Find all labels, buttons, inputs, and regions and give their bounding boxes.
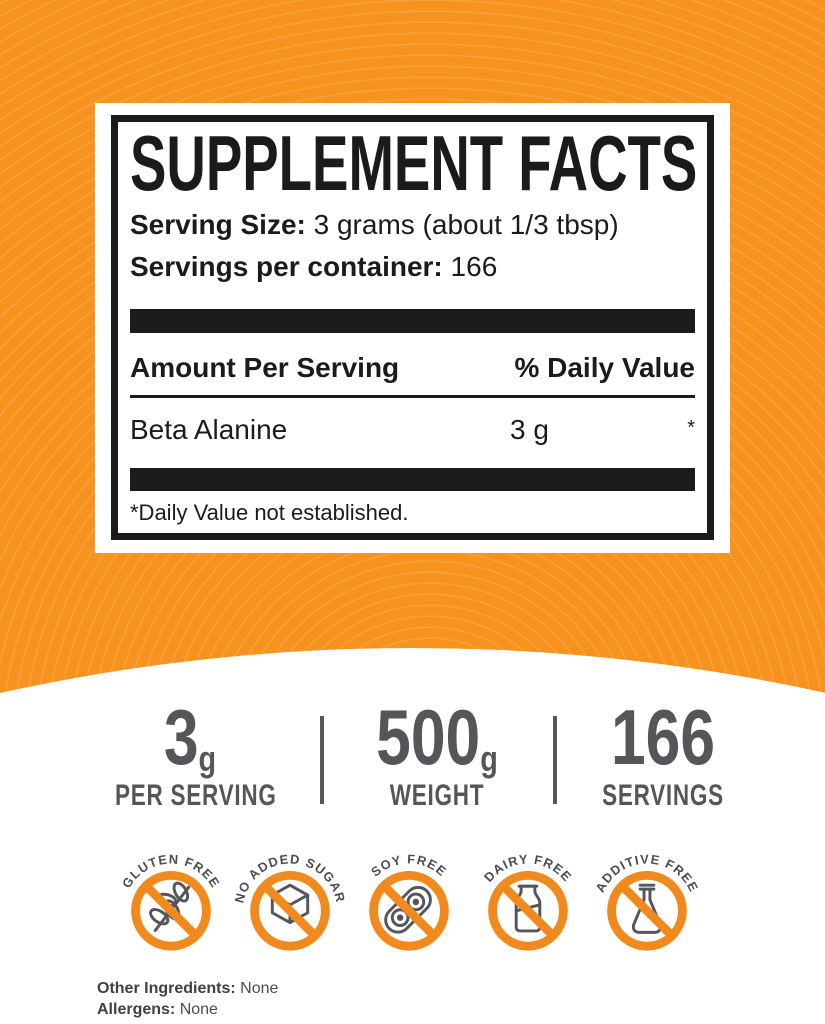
thin-divider-rule — [130, 395, 695, 398]
ingredient-daily-value: * — [687, 417, 695, 439]
allergens-value: None — [179, 1001, 218, 1018]
stat-per-serving: 3g PER SERVING — [90, 694, 290, 812]
daily-value-header: % Daily Value — [514, 352, 695, 383]
allergens-line: Allergens: None — [97, 999, 278, 1020]
footer-notes: Other Ingredients: None Allergens: None — [97, 978, 278, 1020]
servings-label: Servings per container: — [130, 251, 443, 282]
stat-label: PER SERVING — [115, 779, 277, 812]
supplement-facts-title: SUPPLEMENT FACTS — [130, 119, 698, 207]
amount-per-serving-header: Amount Per Serving — [130, 352, 400, 383]
daily-value-footnote: *Daily Value not established. — [130, 500, 409, 525]
curve-divider — [0, 648, 825, 1024]
ingredient-amount: 3 g — [510, 414, 549, 445]
serving-size-line: Serving Size: 3 grams (about 1/3 tbsp) — [130, 208, 695, 242]
stat-number: 500 — [376, 693, 481, 781]
free-from-badges-row: GLUTEN FREE NO ADDED SUGAR — [112, 838, 706, 956]
badge-dairy-free: DAIRY FREE — [481, 851, 574, 951]
supplement-facts-border: SUPPLEMENT FACTS Serving Size: 3 grams (… — [111, 115, 714, 540]
stat-value: 166 — [583, 694, 743, 780]
prohibition-slash-icon — [618, 882, 676, 940]
ingredient-row: Beta Alanine 3 g * — [130, 413, 695, 447]
supplement-facts-panel: SUPPLEMENT FACTS Serving Size: 3 grams (… — [95, 103, 730, 553]
other-ingredients-label: Other Ingredients: — [97, 980, 236, 997]
stat-number: 3 — [163, 693, 199, 781]
prohibition-slash-icon — [142, 882, 200, 940]
stat-weight: 500g WEIGHT — [337, 694, 537, 812]
serving-size-value: 3 grams (about 1/3 tbsp) — [313, 209, 619, 240]
badge-soy-free: SOY FREE — [368, 851, 449, 951]
thick-divider-bar — [130, 468, 695, 491]
stat-value: 500g — [357, 694, 517, 780]
stat-label: WEIGHT — [389, 779, 485, 812]
thick-divider-bar — [130, 309, 695, 333]
prohibition-slash-icon — [499, 882, 557, 940]
badge-gluten-free: GLUTEN FREE — [119, 851, 222, 951]
serving-size-label: Serving Size: — [130, 209, 306, 240]
prohibition-slash-icon — [380, 882, 438, 940]
other-ingredients-value: None — [240, 980, 279, 997]
stat-value: 3g — [110, 694, 270, 780]
prohibition-slash-icon — [261, 882, 319, 940]
stat-divider — [320, 716, 324, 804]
servings-value: 166 — [450, 251, 498, 282]
table-header-row: Amount Per Serving % Daily Value — [130, 351, 695, 385]
stat-servings: 166 SERVINGS — [563, 694, 763, 812]
stat-unit: g — [198, 738, 217, 779]
other-ingredients-line: Other Ingredients: None — [97, 978, 278, 999]
badge-additive-free: ADDITIVE FREE — [592, 851, 701, 951]
stat-number: 166 — [610, 693, 716, 781]
ingredient-name: Beta Alanine — [130, 414, 288, 445]
stat-divider — [553, 716, 557, 804]
servings-per-container-line: Servings per container: 166 — [130, 250, 695, 284]
stat-unit: g — [480, 738, 498, 779]
stat-label: SERVINGS — [602, 779, 724, 812]
badge-no-added-sugar: NO ADDED SUGAR — [231, 851, 347, 951]
allergens-label: Allergens: — [97, 1001, 176, 1018]
